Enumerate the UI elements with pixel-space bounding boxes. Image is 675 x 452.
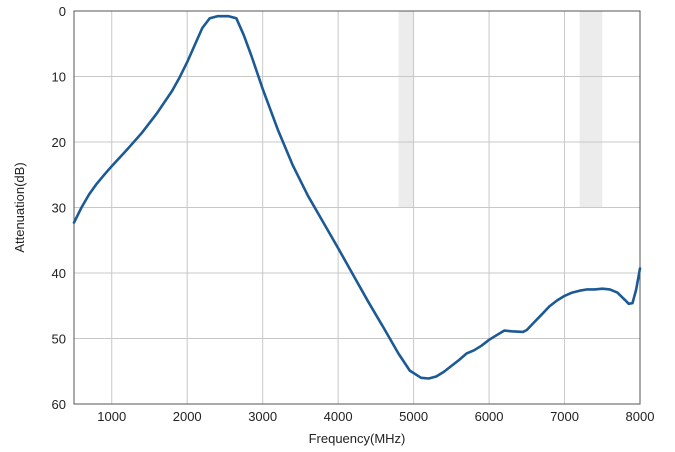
- y-tick-label-50: 50: [52, 332, 66, 347]
- plot-frame: [73, 10, 641, 405]
- series-group: [72, 14, 642, 380]
- y-tick-label-30: 30: [52, 201, 66, 216]
- y-tick-labels: 0 10 20 30 40 50 60: [52, 4, 66, 412]
- x-tick-label-1000: 1000: [97, 409, 126, 424]
- y-tick-label-40: 40: [52, 266, 66, 281]
- shaded-band-0: [398, 11, 414, 208]
- y-tick-label-60: 60: [52, 397, 66, 412]
- x-tick-label-6000: 6000: [475, 409, 504, 424]
- x-tick-label-2000: 2000: [173, 409, 202, 424]
- y-axis-title: Attenuation(dB): [12, 162, 27, 252]
- x-tick-labels: 1000 2000 3000 4000 5000 6000 7000 8000: [97, 409, 654, 424]
- y-tick-label-0: 0: [59, 4, 66, 19]
- x-tick-label-7000: 7000: [550, 409, 579, 424]
- x-tick-label-3000: 3000: [248, 409, 277, 424]
- x-axis-title: Frequency(MHz): [309, 431, 406, 446]
- series-line-0: [72, 14, 642, 380]
- x-tick-label-8000: 8000: [626, 409, 655, 424]
- grid-lines: [74, 10, 641, 405]
- y-tick-label-10: 10: [52, 70, 66, 85]
- x-tick-label-4000: 4000: [324, 409, 353, 424]
- y-tick-label-20: 20: [52, 135, 66, 150]
- x-tick-label-5000: 5000: [399, 409, 428, 424]
- shaded-band-1: [579, 11, 603, 208]
- shaded-bands: [398, 11, 603, 208]
